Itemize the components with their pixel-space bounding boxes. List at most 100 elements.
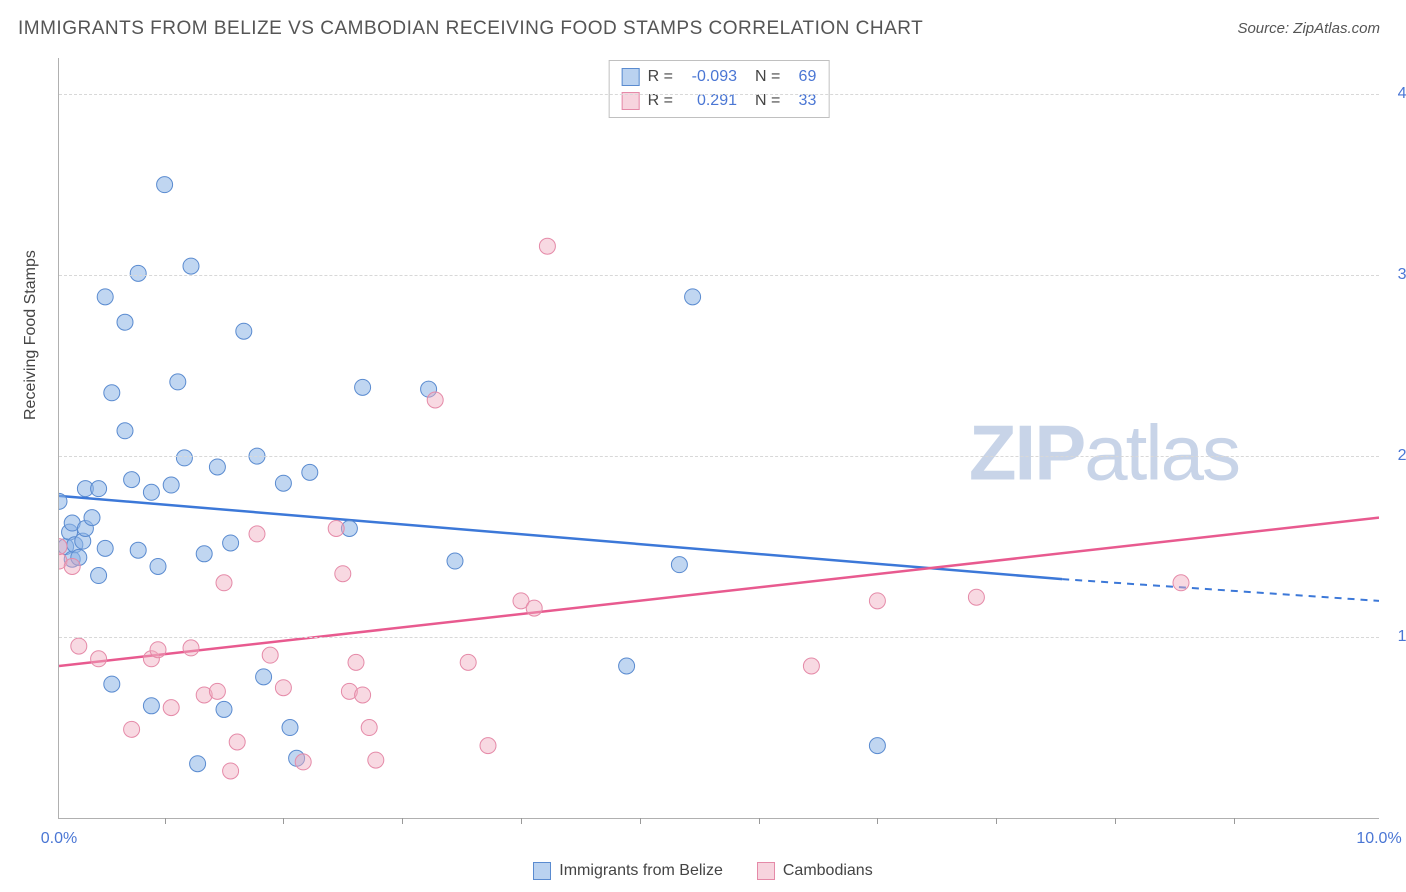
data-point-belize — [143, 484, 159, 500]
x-tick — [402, 818, 403, 824]
data-point-cambodian — [196, 687, 212, 703]
data-point-cambodian — [71, 638, 87, 654]
data-point-cambodian — [150, 642, 166, 658]
data-point-cambodian — [526, 600, 542, 616]
stat-label-r: R = — [648, 65, 673, 89]
y-axis-label: Receiving Food Stamps — [22, 250, 40, 420]
data-point-belize — [685, 289, 701, 305]
data-point-cambodian — [163, 700, 179, 716]
data-point-belize — [216, 701, 232, 717]
data-point-belize — [59, 539, 74, 555]
watermark-zip: ZIP — [969, 409, 1084, 497]
gridline — [59, 456, 1379, 457]
data-point-belize — [91, 568, 107, 584]
data-point-cambodian — [368, 752, 384, 768]
data-point-belize — [59, 493, 67, 509]
stat-label-r: R = — [648, 89, 673, 113]
data-point-belize — [289, 750, 305, 766]
data-point-belize — [64, 515, 80, 531]
data-point-cambodian — [223, 763, 239, 779]
data-point-cambodian — [91, 651, 107, 667]
source-attribution: Source: ZipAtlas.com — [1237, 20, 1380, 37]
stats-row-cambodian: R = 0.291 N = 33 — [622, 89, 817, 113]
legend-label-cambodian: Cambodians — [783, 862, 873, 880]
data-point-belize — [236, 323, 252, 339]
correlation-stats-box: R = -0.093 N = 69 R = 0.291 N = 33 — [609, 60, 830, 118]
data-point-belize — [117, 314, 133, 330]
data-point-cambodian — [1173, 575, 1189, 591]
data-point-belize — [421, 381, 437, 397]
watermark: ZIPatlas — [969, 408, 1239, 499]
data-point-belize — [67, 537, 83, 553]
legend-swatch-blue-icon — [533, 862, 551, 880]
data-point-belize — [104, 385, 120, 401]
x-tick — [759, 818, 760, 824]
data-point-cambodian — [968, 589, 984, 605]
data-point-belize — [183, 258, 199, 274]
x-tick — [1115, 818, 1116, 824]
watermark-atlas: atlas — [1084, 409, 1239, 497]
data-point-cambodian — [59, 539, 67, 555]
data-point-belize — [341, 520, 357, 536]
data-point-belize — [71, 549, 87, 565]
stat-n-belize: 69 — [788, 65, 816, 89]
x-axis-max-label: 10.0% — [1356, 830, 1401, 848]
data-point-cambodian — [64, 558, 80, 574]
data-point-belize — [671, 557, 687, 573]
data-point-belize — [62, 524, 78, 540]
chart-title: IMMIGRANTS FROM BELIZE VS CAMBODIAN RECE… — [18, 18, 923, 40]
data-point-belize — [75, 533, 91, 549]
trendline-cambodian — [59, 518, 1379, 666]
data-point-belize — [143, 698, 159, 714]
data-point-belize — [77, 481, 93, 497]
data-point-belize — [176, 450, 192, 466]
x-tick — [877, 818, 878, 824]
y-tick-label: 20.0% — [1387, 447, 1406, 465]
stat-r-belize: -0.093 — [681, 65, 737, 89]
data-point-cambodian — [803, 658, 819, 674]
data-point-belize — [97, 540, 113, 556]
data-point-cambodian — [295, 754, 311, 770]
data-point-cambodian — [275, 680, 291, 696]
data-point-belize — [619, 658, 635, 674]
x-tick — [283, 818, 284, 824]
data-point-cambodian — [341, 683, 357, 699]
legend-label-belize: Immigrants from Belize — [559, 862, 723, 880]
data-point-belize — [124, 472, 140, 488]
data-point-cambodian — [229, 734, 245, 750]
data-point-cambodian — [143, 651, 159, 667]
y-tick-label: 30.0% — [1387, 266, 1406, 284]
gridline — [59, 637, 1379, 638]
data-point-belize — [302, 464, 318, 480]
legend-item-belize: Immigrants from Belize — [533, 862, 723, 880]
x-axis-min-label: 0.0% — [41, 830, 77, 848]
data-point-belize — [447, 553, 463, 569]
plot-area: R = -0.093 N = 69 R = 0.291 N = 33 ZIPat… — [58, 58, 1379, 819]
data-point-cambodian — [539, 238, 555, 254]
data-point-cambodian — [209, 683, 225, 699]
data-point-belize — [869, 738, 885, 754]
x-tick — [996, 818, 997, 824]
data-point-cambodian — [183, 640, 199, 656]
gridline — [59, 94, 1379, 95]
x-tick — [640, 818, 641, 824]
data-point-cambodian — [348, 654, 364, 670]
data-point-belize — [104, 676, 120, 692]
data-point-cambodian — [427, 392, 443, 408]
data-point-belize — [150, 558, 166, 574]
x-tick — [165, 818, 166, 824]
data-point-belize — [355, 379, 371, 395]
y-tick-label: 40.0% — [1387, 85, 1406, 103]
data-point-belize — [97, 289, 113, 305]
data-point-belize — [209, 459, 225, 475]
data-point-cambodian — [59, 553, 67, 569]
stat-n-cambodian: 33 — [788, 89, 816, 113]
legend-swatch-pink-icon — [757, 862, 775, 880]
data-point-belize — [163, 477, 179, 493]
trendline-dashed-belize — [1062, 579, 1379, 601]
data-point-belize — [190, 756, 206, 772]
x-tick — [1234, 818, 1235, 824]
data-point-belize — [256, 669, 272, 685]
y-tick-label: 10.0% — [1387, 628, 1406, 646]
trend-svg — [59, 58, 1379, 818]
